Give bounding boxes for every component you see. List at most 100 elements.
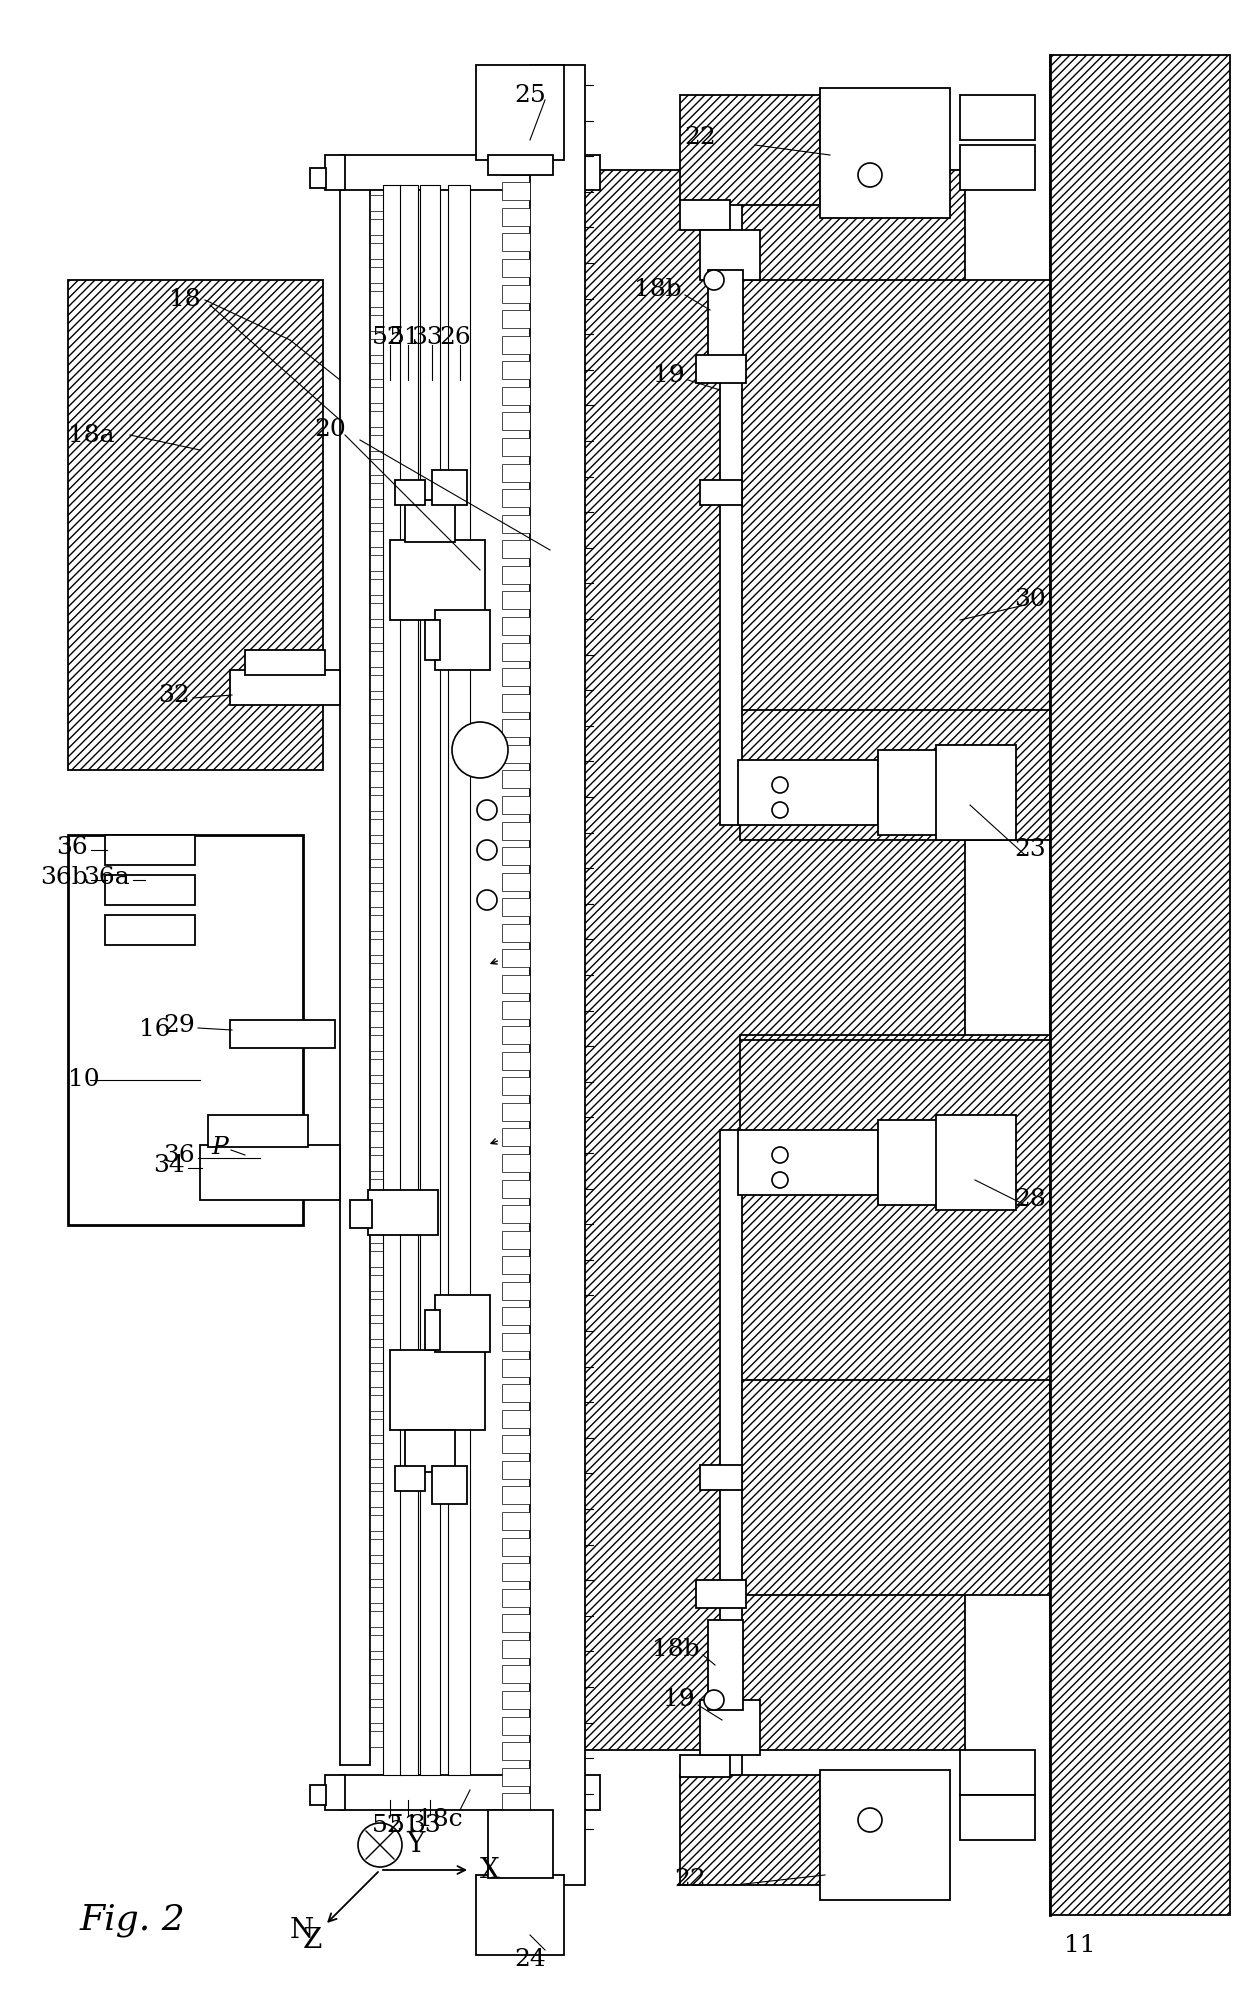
Bar — [680, 96, 820, 206]
Bar — [105, 875, 195, 905]
Text: X: X — [480, 1856, 500, 1884]
Bar — [432, 1467, 467, 1504]
Bar — [370, 795, 394, 811]
Bar — [502, 1640, 529, 1658]
Bar — [936, 745, 1016, 839]
Bar — [370, 1227, 394, 1243]
Text: 51: 51 — [389, 326, 420, 350]
Bar — [368, 1191, 438, 1235]
Bar — [401, 186, 418, 1774]
Circle shape — [773, 801, 787, 817]
Bar — [435, 609, 490, 669]
Bar — [370, 1011, 394, 1027]
Text: 25: 25 — [515, 84, 546, 106]
Bar — [105, 835, 195, 865]
Bar — [370, 316, 394, 332]
Bar — [370, 1419, 394, 1435]
Bar — [820, 88, 950, 218]
Bar — [502, 1690, 529, 1708]
Text: 36a: 36a — [83, 867, 130, 889]
Bar — [502, 1231, 529, 1249]
Bar — [370, 388, 394, 404]
Text: 34: 34 — [154, 1153, 185, 1177]
Bar — [476, 66, 564, 160]
Bar — [502, 1257, 529, 1275]
Bar — [370, 1059, 394, 1075]
Bar — [960, 1750, 1035, 1794]
Text: 24: 24 — [515, 1948, 546, 1972]
Text: 33: 33 — [412, 326, 443, 350]
Bar — [502, 1666, 529, 1684]
Bar — [680, 200, 730, 230]
Text: 18c: 18c — [417, 1808, 463, 1832]
Bar — [502, 1794, 529, 1812]
Bar — [502, 284, 529, 302]
Bar — [370, 1658, 394, 1674]
Bar — [370, 1155, 394, 1171]
Bar — [502, 1768, 529, 1786]
Text: 33: 33 — [409, 1814, 441, 1836]
Bar — [502, 975, 529, 993]
Circle shape — [477, 839, 497, 859]
Text: 22: 22 — [684, 126, 715, 150]
Bar — [370, 1203, 394, 1219]
Bar — [370, 1131, 394, 1147]
Bar — [425, 619, 440, 659]
Bar — [502, 1588, 529, 1606]
Bar — [370, 651, 394, 667]
Bar — [340, 186, 370, 1764]
Bar — [340, 156, 600, 190]
Text: 11: 11 — [1064, 1934, 1096, 1956]
Text: 18: 18 — [169, 288, 201, 312]
Bar — [960, 146, 1035, 190]
Bar — [68, 280, 322, 769]
Bar — [502, 1129, 529, 1147]
Bar — [502, 362, 529, 380]
Bar — [435, 1295, 490, 1353]
Bar — [502, 693, 529, 711]
Bar — [680, 1754, 730, 1776]
Text: N: N — [290, 1916, 314, 1944]
Bar — [502, 1027, 529, 1045]
Text: 36b: 36b — [40, 867, 88, 889]
Bar — [502, 1179, 529, 1197]
Bar — [370, 1491, 394, 1506]
Bar — [405, 1431, 455, 1473]
Bar — [200, 1145, 340, 1201]
Bar — [425, 1311, 440, 1351]
Circle shape — [858, 1808, 882, 1832]
Bar — [502, 234, 529, 252]
Bar — [370, 1107, 394, 1123]
Bar — [936, 1115, 1016, 1211]
Text: 20: 20 — [314, 418, 346, 442]
Bar — [502, 1461, 529, 1479]
Bar — [370, 579, 394, 595]
Bar — [68, 835, 303, 1225]
Bar — [502, 1844, 529, 1862]
Bar — [502, 617, 529, 635]
Bar — [370, 603, 394, 619]
Bar — [370, 627, 394, 643]
Bar — [502, 1716, 529, 1734]
Bar — [502, 1359, 529, 1377]
Text: 30: 30 — [1014, 589, 1045, 611]
Bar — [370, 915, 394, 931]
Bar — [1050, 56, 1230, 1914]
Bar — [370, 484, 394, 500]
Bar — [502, 795, 529, 813]
Bar — [502, 923, 529, 941]
Bar — [878, 749, 937, 835]
Bar — [370, 1730, 394, 1746]
Bar — [502, 1562, 529, 1580]
Bar — [701, 480, 742, 505]
Bar — [370, 460, 394, 476]
Bar — [502, 1411, 529, 1429]
Circle shape — [358, 1822, 402, 1866]
Bar — [370, 436, 394, 452]
Bar — [701, 1465, 742, 1491]
Bar — [738, 759, 878, 825]
Bar — [432, 470, 467, 505]
Bar — [370, 412, 394, 428]
Bar — [502, 412, 529, 430]
Bar — [502, 1307, 529, 1325]
